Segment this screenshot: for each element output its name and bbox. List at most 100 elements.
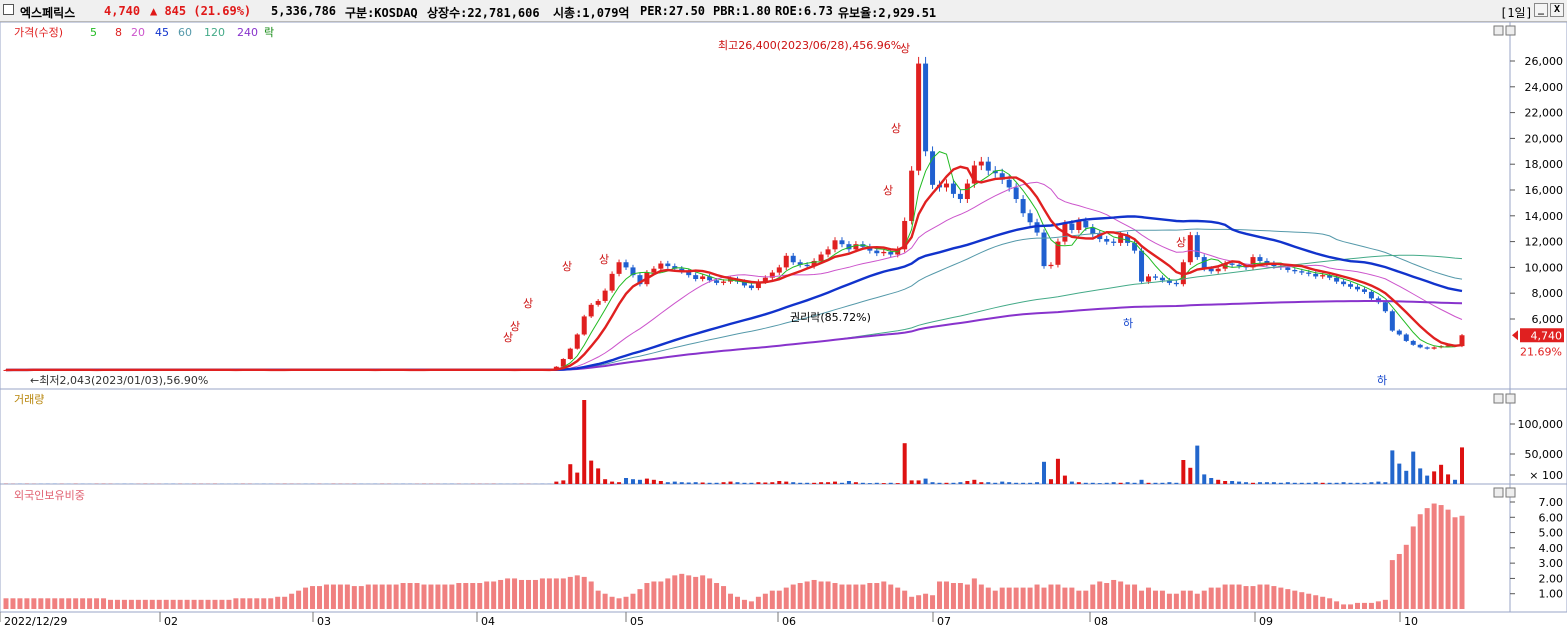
stock-price: 4,740 — [104, 4, 141, 18]
foreign-bar — [1334, 601, 1340, 609]
foreign-bar — [1180, 590, 1186, 609]
candle-body — [902, 220, 908, 250]
price-tick-label: 24,000 — [1525, 81, 1564, 94]
volume-tick-label: 50,000 — [1525, 448, 1564, 461]
candle-body — [1146, 276, 1152, 282]
foreign-bar — [477, 583, 483, 609]
foreign-bar — [797, 583, 803, 609]
volume-bar — [749, 482, 754, 484]
volume-bar — [728, 481, 733, 484]
candle-body — [714, 280, 720, 283]
volume-bar — [1355, 482, 1360, 484]
volume-bar — [888, 482, 893, 484]
foreign-bar — [525, 579, 531, 609]
volume-bar — [1320, 482, 1325, 484]
candle-body — [707, 276, 713, 281]
minimize-button[interactable]: _ — [1534, 3, 1548, 17]
volume-bar — [1251, 482, 1256, 484]
volume-bar — [1306, 482, 1311, 484]
candle-body — [1264, 260, 1270, 264]
candle-body — [1055, 241, 1061, 265]
foreign-bar — [748, 601, 754, 609]
price-panel-frame — [0, 22, 1567, 390]
foreign-bar — [1236, 584, 1242, 609]
volume-bar — [1132, 482, 1137, 484]
foreign-bar — [1173, 593, 1179, 609]
volume-bar — [839, 482, 844, 484]
volume-tick-label: 100,000 — [1518, 418, 1564, 431]
candle-body — [839, 240, 845, 245]
foreign-bar — [1034, 584, 1040, 609]
candle-body — [1368, 291, 1374, 299]
candle-body — [978, 161, 984, 166]
select-checkbox[interactable] — [3, 4, 14, 15]
foreign-tick-label: 1.00 — [1539, 588, 1564, 601]
volume-bar — [1376, 481, 1381, 484]
candle-body — [1208, 268, 1214, 272]
volume-bar — [1230, 481, 1235, 484]
limit-up-marker: 상 — [510, 320, 520, 333]
volume-bar — [965, 481, 970, 484]
foreign-bar — [435, 584, 441, 609]
candle-body — [964, 183, 970, 200]
candle-body — [776, 267, 782, 273]
foreign-tick-label: 5.00 — [1539, 527, 1564, 540]
volume-bar — [1146, 482, 1151, 484]
volume-bar — [1285, 482, 1290, 484]
foreign-bar — [665, 578, 671, 609]
price-plot: 최고26,400(2023/06/28),456.96% ←최저2,043(202… — [3, 39, 1465, 387]
volume-bar — [1007, 482, 1012, 484]
limit-up-marker: 상 — [503, 331, 513, 344]
foreign-bar — [456, 583, 462, 609]
candle-body — [616, 262, 622, 274]
candle-body — [602, 290, 608, 301]
limit-up-marker: 상 — [883, 184, 893, 197]
panel-control-icon — [1493, 25, 1504, 36]
foreign-bar — [1382, 599, 1388, 609]
foreign-bar — [205, 599, 211, 609]
candle-body — [1334, 277, 1340, 282]
foreign-bar — [177, 599, 183, 609]
foreign-bar — [950, 583, 956, 609]
volume-bar — [1167, 482, 1172, 484]
candle-body — [1006, 179, 1012, 188]
period-selector[interactable]: [1일] — [1500, 6, 1533, 20]
date-label: 10 — [1404, 615, 1418, 628]
foreign-bar — [191, 599, 197, 609]
candle-body — [999, 173, 1005, 180]
foreign-bar — [546, 578, 552, 609]
volume-bar — [833, 481, 838, 484]
foreign-bar — [1041, 587, 1047, 609]
foreign-bar — [588, 581, 594, 609]
limit-up-marker: 상 — [599, 253, 609, 266]
foreign-bar — [1139, 590, 1145, 609]
date-label: 03 — [317, 615, 331, 628]
foreign-bar — [978, 584, 984, 609]
candle-body — [1424, 347, 1430, 349]
candle-body — [1313, 273, 1319, 277]
volume-bar — [1153, 482, 1158, 484]
volume-bar — [617, 482, 622, 484]
foreign-bar — [400, 583, 406, 609]
volume-bar — [589, 460, 594, 484]
panel-control-icon — [1505, 393, 1516, 404]
volume-bar — [881, 483, 886, 484]
close-button[interactable]: X — [1550, 3, 1564, 17]
foreign-bar — [1459, 515, 1465, 609]
candle-body — [630, 267, 636, 276]
foreign-bar — [811, 579, 817, 609]
candle-body — [1285, 267, 1291, 270]
foreign-bar — [1027, 587, 1033, 609]
volume-bar — [979, 482, 984, 484]
foreign-bar — [616, 598, 622, 609]
foreign-bar — [87, 598, 93, 609]
volume-bar — [1425, 475, 1430, 484]
volume-bar — [1111, 482, 1116, 484]
foreign-bar — [498, 579, 504, 609]
volume-bar — [1446, 474, 1451, 484]
volume-legend-title: 거래량 — [14, 393, 44, 406]
foreign-bar — [937, 581, 943, 609]
legend-ma60: 60 — [178, 26, 192, 39]
candle-body — [825, 249, 831, 255]
candle-body — [1389, 311, 1395, 331]
